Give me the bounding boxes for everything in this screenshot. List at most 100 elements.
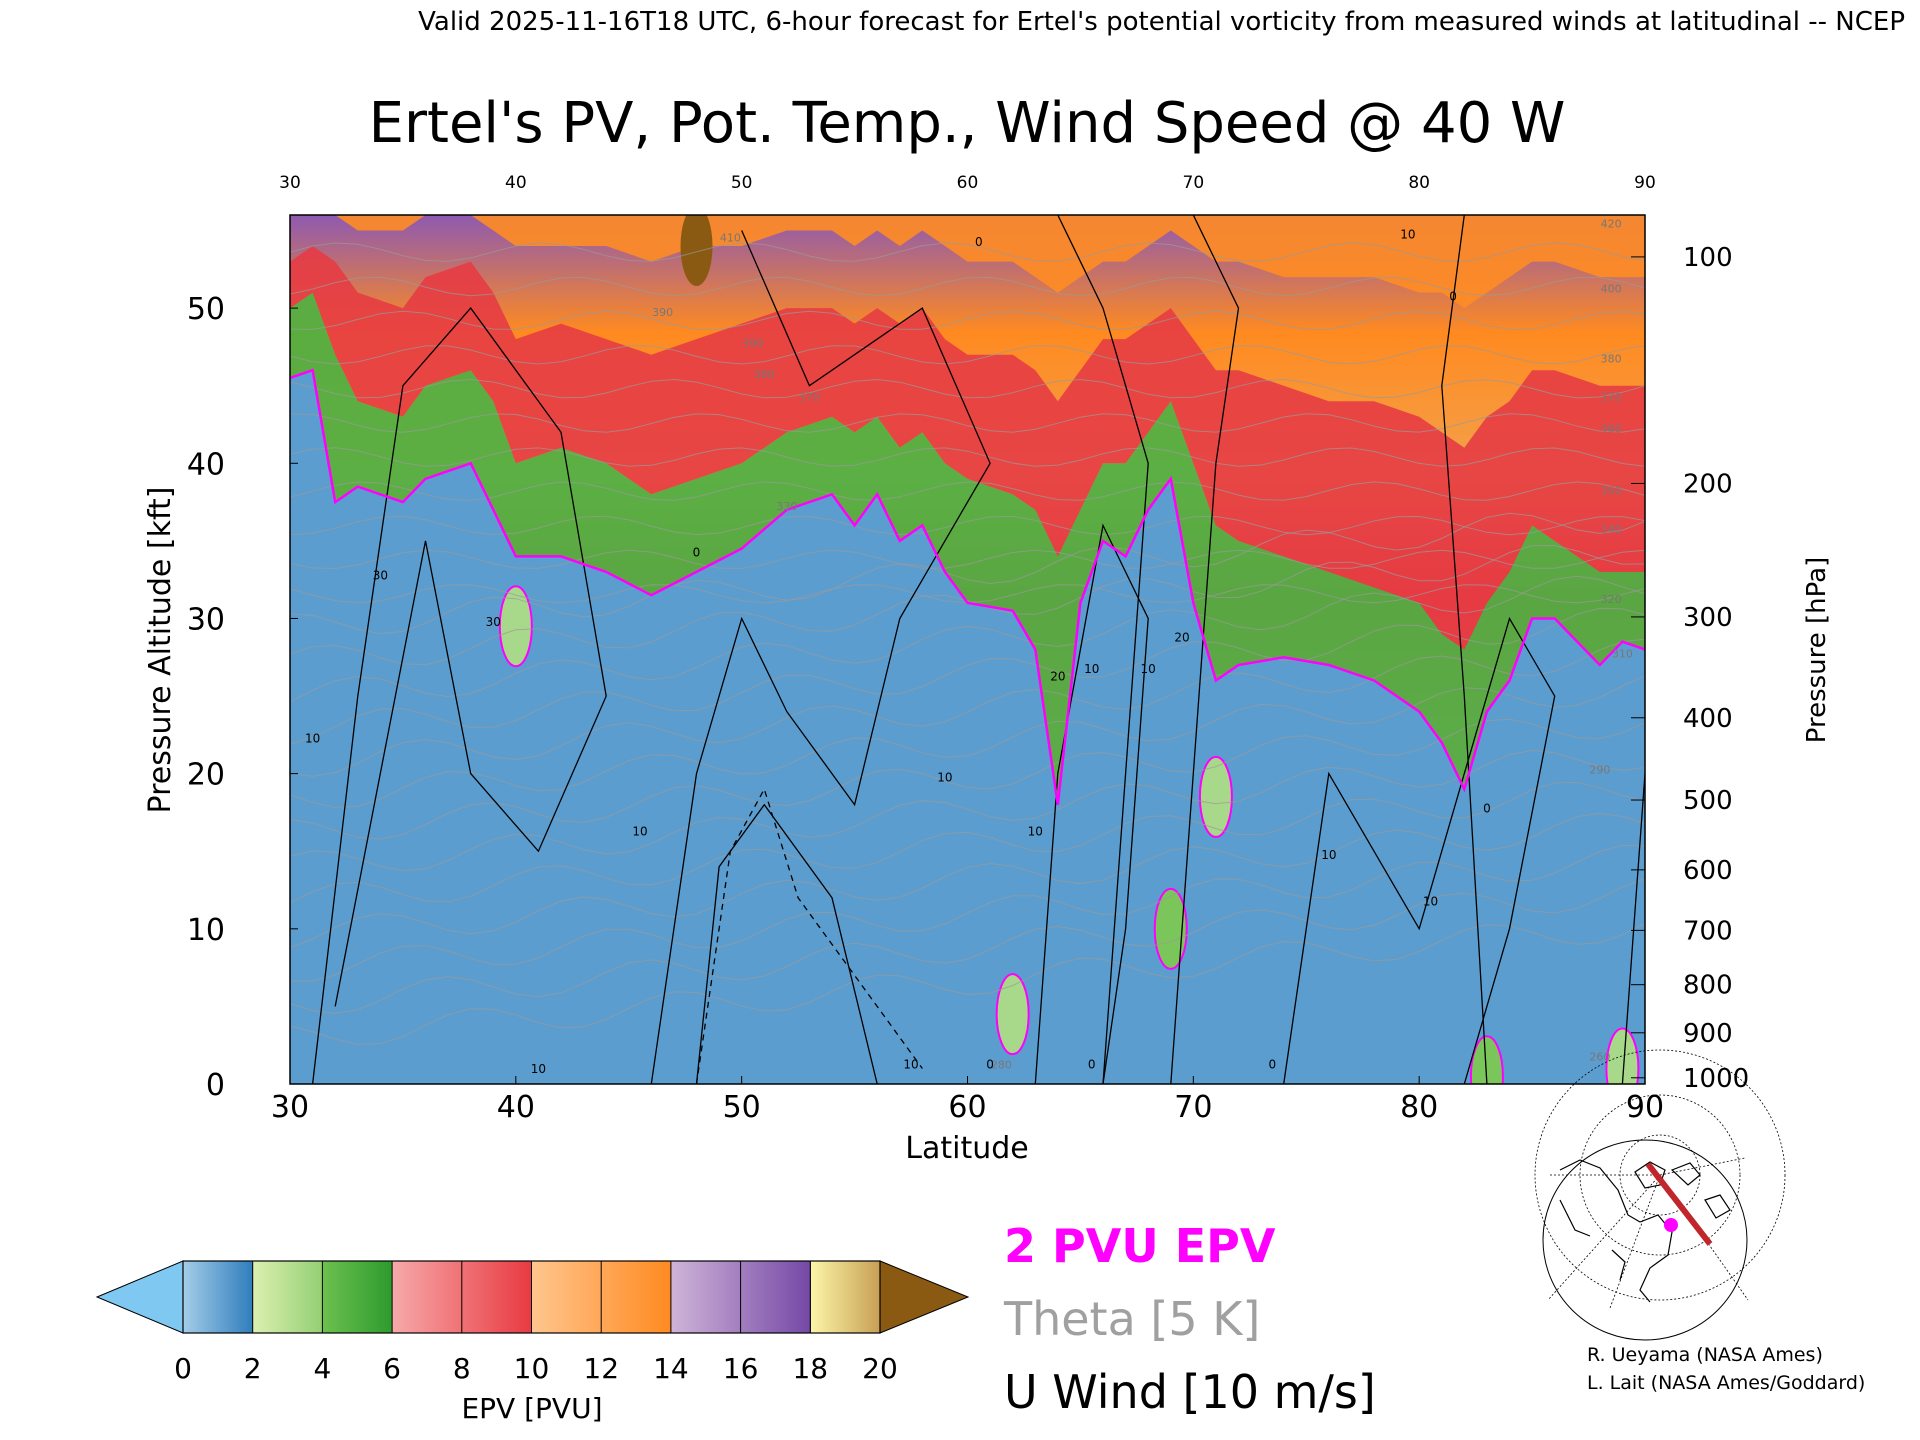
theta-contour-label: 390	[742, 337, 763, 350]
y-tick-label-right: 1000	[1683, 1064, 1749, 1094]
x-tick-label-top: 70	[1183, 173, 1205, 193]
y-tick-label-right: 300	[1683, 603, 1733, 633]
pvu-2-contour	[290, 368, 1645, 805]
x-tick-label-top: 40	[505, 173, 527, 193]
theta-contour-label: 420	[1601, 217, 1622, 230]
theta-contour-label: 280	[991, 1058, 1012, 1071]
wind-contour-label: 10	[1423, 895, 1438, 909]
y-tick-label-right: 700	[1683, 916, 1733, 946]
wind-contour-label: 20	[1050, 670, 1065, 684]
x-tick-label: 80	[1400, 1090, 1438, 1125]
contour-labels: 390 390 380 370 330 410 420 400 380 370 360 350 340 3…	[305, 217, 1633, 1076]
locator-map	[1534, 1049, 1786, 1341]
colorbar-tick-label: 10	[514, 1352, 550, 1385]
theta-contour-label: 260	[1589, 1051, 1610, 1064]
x-tick-label: 30	[271, 1090, 309, 1125]
x-tick-label-top: 30	[279, 173, 301, 193]
wind-contour-label: 10	[632, 825, 647, 839]
theta-contour	[290, 749, 1645, 872]
x-tick-label-top: 80	[1408, 173, 1430, 193]
wind-contour-label: 0	[1449, 289, 1457, 303]
theta-contour-label: 350	[1601, 484, 1622, 497]
y-tick-label-right: 200	[1683, 469, 1733, 499]
colorbar-tick-label: 6	[383, 1352, 401, 1385]
x-tick-label-top: 90	[1634, 173, 1656, 193]
theta-contour	[290, 515, 1645, 536]
colorbar-band-4-6	[323, 1261, 392, 1333]
theta-contour	[290, 310, 1645, 330]
wind-contour-label: 10	[937, 770, 952, 784]
colorbar-tick-label: 4	[313, 1352, 331, 1385]
colorbar: 0 2 4 6 8 10 12 14 16 18 20 EPV [PVU]	[95, 1260, 970, 1425]
y-tick-label-right: 900	[1683, 1019, 1733, 1049]
y-tick-label: 20	[187, 758, 225, 793]
legend-theta: Theta [5 K]	[1003, 1292, 1260, 1346]
plot-area: 390 390 380 370 330 410 420 400 380 370 360 350 340 3…	[290, 215, 1645, 1084]
theta-contour	[290, 638, 1645, 777]
colorbar-tick-label: 20	[862, 1352, 898, 1385]
y-tick-label: 30	[187, 602, 225, 637]
x-tick-label-top: 50	[731, 173, 753, 193]
epv-patch	[1153, 887, 1188, 970]
theta-contour-label: 330	[776, 500, 797, 513]
colorbar-low-extend	[95, 1260, 184, 1334]
wind-contour-label: 0	[975, 235, 983, 249]
map-globe	[1542, 1139, 1748, 1341]
theta-contour	[290, 378, 1645, 399]
wind-contour	[1057, 215, 1149, 1084]
theta-contour-label: 390	[652, 306, 673, 319]
x-axis-bottom: 30 40 50 60 70 80 90	[271, 1076, 1664, 1125]
wind-contour-label: 30	[373, 569, 388, 583]
epv-patch	[995, 973, 1030, 1056]
theta-contour	[290, 718, 1645, 840]
wind-contours	[311, 215, 1645, 1084]
wind-contour-label: 30	[486, 615, 501, 629]
colorbar-frame	[182, 1260, 881, 1334]
wind-contour	[1170, 215, 1240, 1084]
theta-contour	[290, 544, 1645, 666]
credit-line-1: R. Ueyama (NASA Ames)	[1587, 1344, 1823, 1366]
wind-contour-label: 0	[1088, 1057, 1096, 1071]
wind-contour-label: 0	[693, 545, 701, 559]
colorbar-band-2-4	[253, 1261, 323, 1333]
theta-contour-label: 360	[1601, 422, 1622, 435]
colorbar-band-18-20	[811, 1261, 880, 1333]
y-tick-label-right: 500	[1683, 786, 1733, 816]
colorbar-tick-label: 8	[453, 1352, 471, 1385]
x-tick-label: 70	[1174, 1090, 1212, 1125]
y-axis-right: 100 200 300 400 500 600 700 800 900 1000	[1631, 243, 1749, 1094]
wind-contour-label: 0	[1483, 801, 1491, 815]
theta-contour-label: 320	[1601, 593, 1622, 606]
colorbar-label: EPV [PVU]	[461, 1392, 602, 1425]
wind-contour-label: 10	[1084, 662, 1099, 676]
wind-contour	[650, 230, 991, 1084]
epv-band-6-12	[290, 246, 1645, 650]
legend-pvu: 2 PVU EPV	[1004, 1219, 1276, 1273]
x-tick-label: 90	[1626, 1090, 1664, 1125]
colorbar-high-extend	[879, 1260, 970, 1334]
theta-contour	[290, 447, 1645, 467]
theta-contour-label: 410	[720, 231, 741, 244]
wind-contour-label: 0	[986, 1057, 994, 1071]
wind-contour-negative	[695, 787, 923, 1084]
epv-patch	[498, 585, 533, 668]
theta-contour-label: 370	[799, 391, 820, 404]
theta-contour	[290, 922, 1645, 1045]
epv-patches	[498, 215, 1640, 1084]
wind-contour-label: 10	[1400, 227, 1415, 241]
wind-contour-label: 0	[1269, 1057, 1277, 1071]
theta-contour-label: 290	[1589, 764, 1610, 777]
wind-contour-label: 20	[1174, 631, 1189, 645]
wind-contour	[1441, 215, 1488, 1084]
wind-contour	[1034, 523, 1149, 1084]
theta-contour	[290, 878, 1645, 1014]
theta-contour	[290, 781, 1645, 904]
x-axis-top: 30 40 50 60 70 80 90	[279, 173, 1656, 193]
y-axis-left: 0 10 20 30 40 50	[187, 292, 298, 1103]
theta-contour-label: 340	[1601, 523, 1622, 536]
theta-contour	[290, 675, 1645, 808]
wind-contour-label: 10	[305, 732, 320, 746]
wind-contour-label: 10	[1028, 825, 1043, 839]
x-tick-label: 40	[497, 1090, 535, 1125]
